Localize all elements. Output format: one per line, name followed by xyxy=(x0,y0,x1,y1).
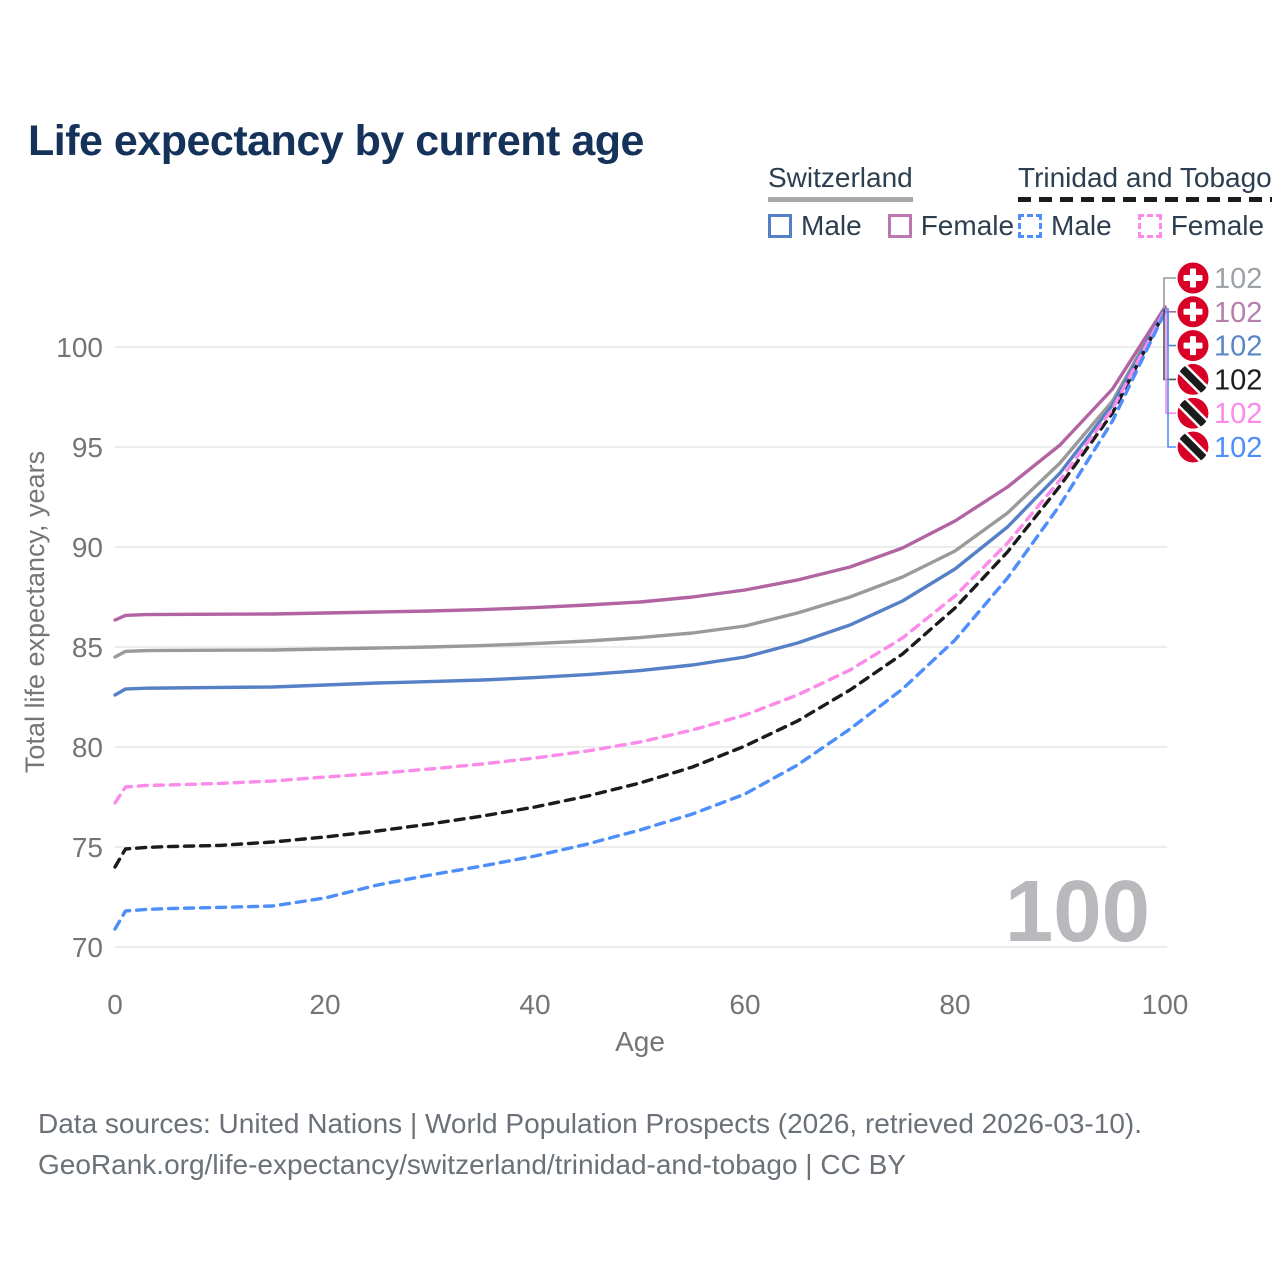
y-tick-85: 85 xyxy=(72,632,103,663)
legend-country-name: Switzerland xyxy=(768,162,913,193)
end-label-connector-trinidad-and-tobago-male xyxy=(1165,311,1176,448)
series-line-trinidad-and-tobago-female xyxy=(113,308,1167,805)
footer: Data sources: United Nations | World Pop… xyxy=(38,1103,1142,1185)
legend-group-switzerland: Switzerland Male Female xyxy=(768,162,1014,242)
legend-country-underline-solid xyxy=(768,197,913,202)
y-tick-95: 95 xyxy=(72,432,103,463)
end-value-label-switzerland-both-sexes: 102 xyxy=(1214,263,1262,295)
x-tick-0: 0 xyxy=(107,989,123,1020)
legend-item-trinidad-and-tobago-female[interactable]: Female xyxy=(1137,210,1265,242)
end-value-label-trinidad-and-tobago-male: 102 xyxy=(1214,432,1262,464)
end-value-label-switzerland-male: 102 xyxy=(1214,331,1262,363)
y-tick-90: 90 xyxy=(72,532,103,563)
legend-item-trinidad-and-tobago-male[interactable]: Male xyxy=(1018,210,1112,242)
legend-group-trinidad-and-tobago: Trinidad and Tobago Male Female xyxy=(1018,162,1272,242)
y-tick-80: 80 xyxy=(72,732,103,763)
x-axis-label: Age xyxy=(615,1026,665,1057)
footer-attribution: GeoRank.org/life-expectancy/switzerland/… xyxy=(38,1149,906,1180)
end-label-connector-trinidad-and-tobago-both-sexes xyxy=(1163,310,1176,381)
series-line-switzerland-male xyxy=(113,307,1167,697)
y-tick-75: 75 xyxy=(72,832,103,863)
legend-item-label: Male xyxy=(801,210,862,241)
legend-swatch-dashed xyxy=(1018,214,1042,238)
flag-icon-trinidad-and-tobago xyxy=(1177,397,1209,429)
legend-country-name: Trinidad and Tobago xyxy=(1018,162,1272,193)
legend-swatch-solid xyxy=(768,214,792,238)
y-tick-100: 100 xyxy=(56,332,103,363)
legend-swatch-solid xyxy=(887,214,912,238)
page-title: Life expectancy by current age xyxy=(28,116,644,165)
x-tick-100: 100 xyxy=(1142,989,1189,1020)
flag-icon-switzerland xyxy=(1177,296,1209,328)
legend-item-label: Female xyxy=(1170,210,1265,241)
legend-items: Male Female xyxy=(1018,210,1272,242)
y-tick-70: 70 xyxy=(72,932,103,963)
series-line-trinidad-and-tobago-male xyxy=(113,310,1167,931)
age-counter-watermark: 100 xyxy=(1005,863,1150,960)
flag-icon-trinidad-and-tobago xyxy=(1177,431,1209,463)
end-label-connector-switzerland-both-sexes xyxy=(1163,277,1176,309)
x-tick-80: 80 xyxy=(939,989,970,1020)
end-value-label-trinidad-and-tobago-female: 102 xyxy=(1214,398,1262,430)
series-line-switzerland-both-sexes xyxy=(113,306,1167,659)
x-tick-40: 40 xyxy=(519,989,550,1020)
legend-item-label: Male xyxy=(1051,210,1112,241)
flag-icon-trinidad-and-tobago xyxy=(1177,363,1209,395)
legend-items: Male Female xyxy=(768,210,1014,242)
legend-item-label: Female xyxy=(920,210,1015,241)
end-label-connector-trinidad-and-tobago-female xyxy=(1165,309,1176,414)
flag-icon-switzerland xyxy=(1177,330,1209,362)
series-line-trinidad-and-tobago-both-sexes xyxy=(113,309,1167,869)
legend-item-switzerland-male[interactable]: Male xyxy=(768,210,862,242)
legend-swatch-dashed xyxy=(1137,214,1162,238)
series-line-switzerland-female xyxy=(113,305,1167,622)
footer-data-sources: Data sources: United Nations | World Pop… xyxy=(38,1108,1143,1139)
end-value-label-switzerland-female: 102 xyxy=(1214,297,1262,329)
legend-country-underline-dashed xyxy=(1018,197,1272,202)
end-value-label-trinidad-and-tobago-both-sexes: 102 xyxy=(1214,364,1262,396)
legend-country-header: Switzerland xyxy=(768,162,913,202)
x-tick-60: 60 xyxy=(729,989,760,1020)
y-axis-label: Total life expectancy, years xyxy=(20,451,50,773)
legend-country-header: Trinidad and Tobago xyxy=(1018,162,1272,202)
legend-item-switzerland-female[interactable]: Female xyxy=(887,210,1015,242)
flag-icon-switzerland xyxy=(1177,262,1209,294)
x-tick-20: 20 xyxy=(309,989,340,1020)
